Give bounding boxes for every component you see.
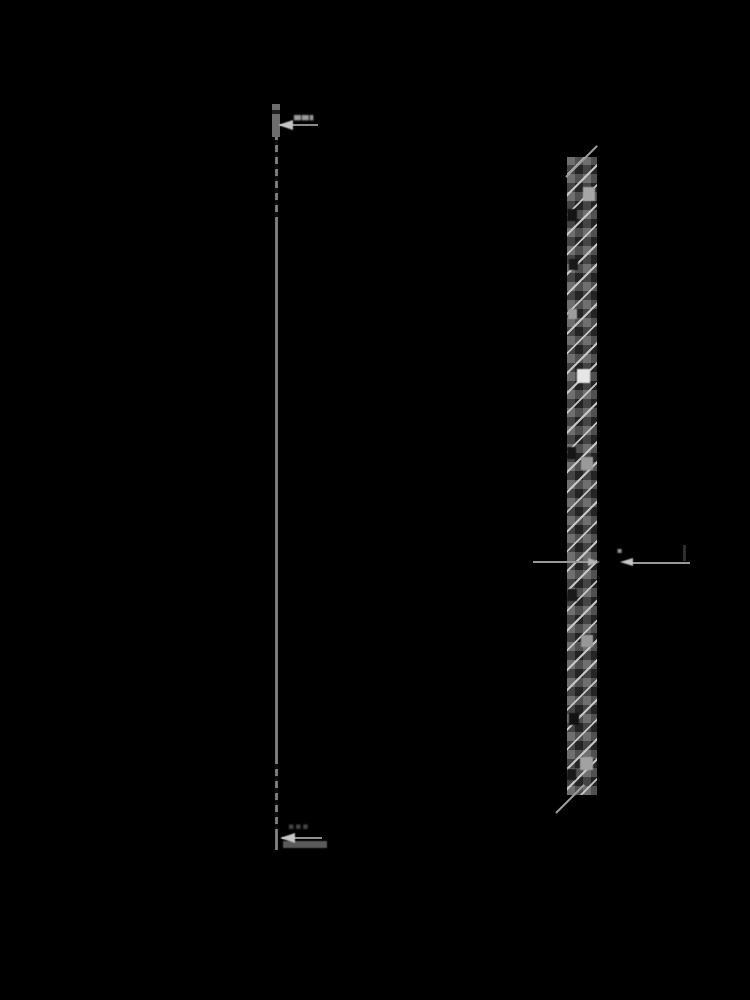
bottom-arrowhead-left-icon bbox=[280, 833, 295, 843]
wall-patch bbox=[567, 209, 577, 221]
bottom-leader-line bbox=[282, 837, 322, 839]
dimension-line-right bbox=[632, 562, 690, 564]
centerline-dash-overlay-lower bbox=[274, 764, 279, 832]
top-annotation-label: ▄▄▖ bbox=[294, 111, 318, 121]
wall-patch bbox=[567, 589, 577, 601]
wall-patch bbox=[581, 457, 593, 470]
wall-patch bbox=[567, 447, 576, 459]
dimension-arrowhead-right-icon bbox=[588, 558, 600, 566]
top-leader-line bbox=[280, 124, 318, 126]
wall-patch bbox=[583, 187, 595, 201]
dimension-arrowhead-left-icon bbox=[620, 558, 633, 566]
dimension-line-left bbox=[533, 561, 589, 563]
wall-patch bbox=[567, 769, 576, 780]
bottom-annotation-label: ▪▪▪ bbox=[288, 822, 310, 832]
wall-patch bbox=[568, 309, 577, 319]
centerline-line bbox=[275, 104, 278, 850]
bottom-leader-band bbox=[283, 841, 327, 848]
centerline-top-cap bbox=[272, 104, 280, 137]
centerline-dash-overlay-upper bbox=[274, 140, 279, 220]
centerline-cap-notch bbox=[272, 110, 280, 114]
wall-patch bbox=[569, 259, 578, 270]
top-arrowhead-left-icon bbox=[278, 120, 293, 130]
dimension-end-tick bbox=[683, 545, 686, 561]
wall-patch bbox=[581, 635, 593, 647]
wall-patch bbox=[569, 713, 579, 725]
wall-hatch bbox=[567, 157, 597, 795]
wall-patch bbox=[580, 757, 593, 770]
wall-patch bbox=[577, 369, 590, 383]
dimension-label: ▪ bbox=[617, 546, 624, 555]
